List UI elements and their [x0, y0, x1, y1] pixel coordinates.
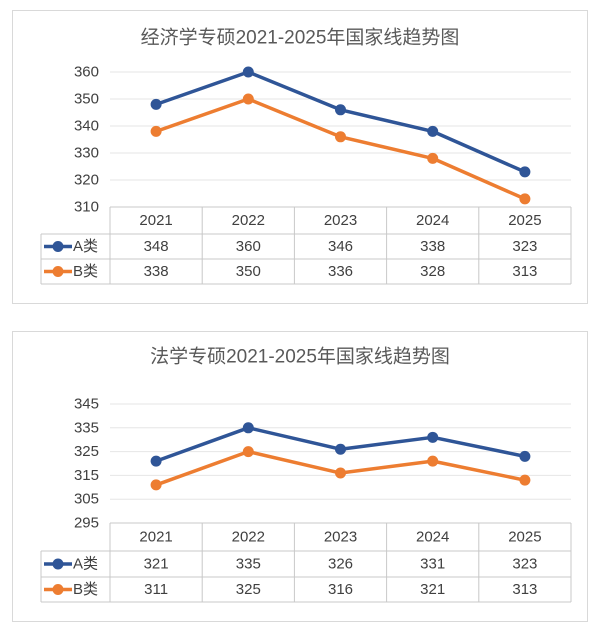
y-tick-label: 305	[74, 491, 99, 508]
data-table-value: 346	[328, 238, 353, 255]
data-table-value: 313	[512, 581, 537, 598]
data-point	[427, 125, 439, 137]
series-line	[154, 70, 527, 174]
y-tick-label: 340	[74, 118, 99, 135]
data-point	[335, 104, 346, 116]
data-table-value: 323	[512, 556, 537, 573]
y-tick-label: 295	[74, 515, 99, 532]
data-table-value: 326	[328, 556, 353, 573]
data-table-value: 336	[328, 263, 353, 280]
chart-law-svg: 法学专硕2021-2025年国家线趋势图 295 305 315 325 335 345 20…	[40, 346, 572, 603]
chart-title: 经济学专硕2021-2025年国家线趋势图	[141, 27, 460, 49]
x-tick-label: 2021	[139, 529, 172, 546]
legend-label: A类	[73, 238, 98, 255]
data-table-value: 316	[328, 581, 353, 598]
chart-law: 法学专硕2021-2025年国家线趋势图 295 305 315 325 335 345 20…	[12, 331, 588, 622]
x-tick-label: 2024	[416, 529, 449, 546]
x-tick-label: 2025	[508, 529, 541, 546]
data-table-value: 328	[420, 263, 445, 280]
data-table-value: 323	[512, 238, 537, 255]
legend-key-marker	[52, 558, 64, 570]
data-point	[519, 193, 531, 205]
y-tick-label: 345	[74, 396, 99, 413]
legend-key-marker	[52, 241, 64, 252]
legend-key-marker	[52, 266, 64, 277]
x-tick-label: 2022	[232, 529, 265, 546]
y-tick-label: 320	[74, 172, 99, 189]
data-point	[427, 152, 439, 164]
data-point	[242, 422, 254, 434]
y-tick-label: 310	[74, 199, 99, 216]
y-tick-label: 330	[74, 145, 99, 162]
data-point	[335, 467, 346, 479]
data-point	[427, 431, 439, 443]
y-tick-label: 335	[74, 419, 99, 436]
data-table-value: 313	[512, 263, 537, 280]
data-table-value: 350	[236, 263, 261, 280]
data-table-value: 321	[144, 556, 169, 573]
data-point	[519, 450, 531, 462]
data-point	[242, 446, 254, 458]
chart-title: 法学专硕2021-2025年国家线趋势图	[150, 346, 450, 368]
data-point	[150, 455, 162, 467]
data-point	[150, 479, 162, 491]
data-table-value: 325	[236, 581, 261, 598]
legend-label: B类	[73, 263, 98, 280]
legend-label: B类	[73, 581, 98, 598]
x-tick-label: 2021	[139, 212, 172, 229]
y-tick-label: 360	[74, 64, 99, 81]
data-point	[519, 474, 531, 486]
x-tick-label: 2024	[416, 212, 449, 229]
x-tick-label: 2023	[324, 212, 357, 229]
legend-label: A类	[73, 556, 98, 573]
x-tick-label: 2025	[508, 212, 541, 229]
data-point	[242, 93, 254, 105]
data-point	[335, 443, 346, 455]
data-table-value: 360	[236, 238, 261, 255]
legend-key-marker	[52, 584, 64, 595]
data-table-value: 348	[144, 238, 169, 255]
x-tick-label: 2023	[324, 529, 357, 546]
chart-economics: 经济学专硕2021-2025年国家线趋势图 310 320 330 340 350 360 2…	[12, 10, 588, 304]
data-table-value: 331	[420, 556, 445, 573]
data-point	[242, 66, 254, 78]
data-table-value: 321	[420, 581, 445, 598]
y-tick-label: 315	[74, 467, 99, 484]
y-tick-label: 350	[74, 91, 99, 108]
data-point	[335, 131, 346, 143]
data-table-value: 338	[144, 263, 169, 280]
x-tick-label: 2022	[232, 212, 265, 229]
data-table-value: 311	[144, 581, 168, 598]
data-point	[150, 125, 162, 137]
data-table-value: 335	[236, 556, 261, 573]
y-tick-label: 325	[74, 443, 99, 460]
data-point	[150, 98, 162, 110]
data-point	[427, 455, 439, 467]
chart-economics-svg: 经济学专硕2021-2025年国家线趋势图 310 320 330 340 350 360 2…	[40, 27, 572, 285]
data-table-value: 338	[420, 238, 445, 255]
data-point	[519, 166, 531, 178]
